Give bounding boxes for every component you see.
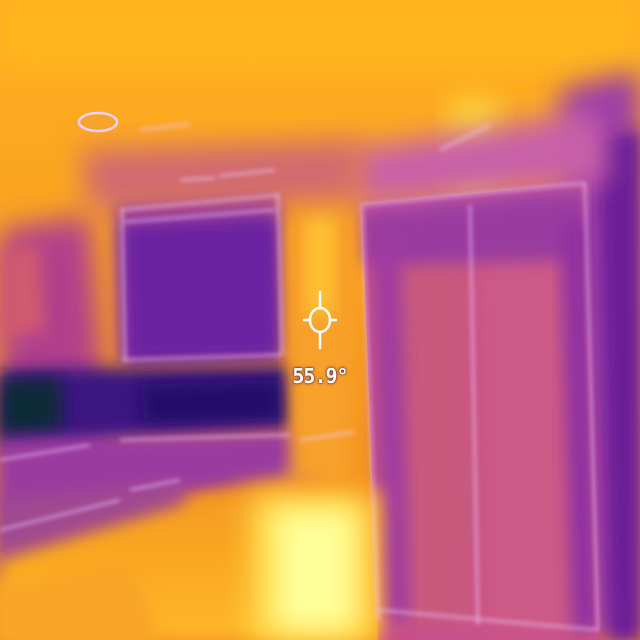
left-cabinet-panel — [0, 245, 45, 340]
edge-highlights — [0, 123, 599, 631]
upper-cabinet-inner — [125, 215, 278, 360]
soffit-cool — [350, 110, 610, 205]
appliance-cold — [140, 380, 282, 425]
ceiling-light — [77, 111, 119, 133]
right-wall-cold-edge — [600, 130, 640, 640]
floor-left-warm — [0, 560, 160, 640]
ceiling-warm-band — [0, 0, 640, 70]
crosshair-icon — [300, 290, 340, 350]
coldest-spot — [0, 378, 62, 436]
temperature-readout: 55.9° — [292, 364, 348, 388]
door-top-cool — [362, 183, 590, 265]
door-left-edge-cool — [372, 238, 410, 620]
floor-hottest-spot — [275, 510, 355, 630]
